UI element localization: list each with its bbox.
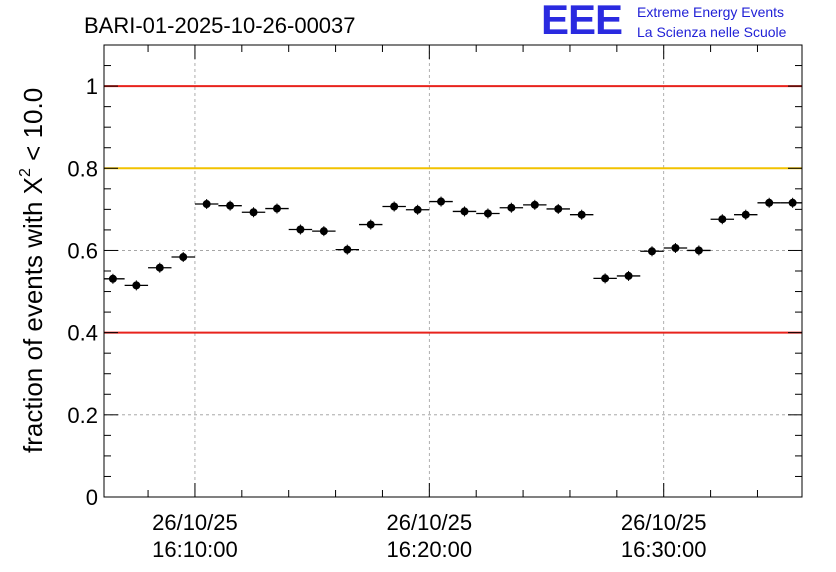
eee-logo-letters: EEE [541,0,623,43]
y-tick-label: 0 [86,485,98,510]
data-point [788,198,797,207]
data-point [413,205,422,214]
axis-ticks [104,44,802,498]
data-point [272,204,281,213]
x-tick-label-time: 16:30:00 [621,537,707,562]
data-point [437,197,446,206]
chart-title: BARI-01-2025-10-26-00037 [84,13,356,38]
plot-frame [103,44,803,498]
data-point [741,210,750,219]
x-tick-label-date: 26/10/25 [152,510,238,535]
data-point [671,243,680,252]
y-tick-labels: 0 0.2 0.4 0.6 0.8 1 [67,74,98,510]
data-point [343,245,352,254]
x-tick-label-time: 16:20:00 [387,537,473,562]
y-tick-label: 0.8 [67,156,98,181]
y-tick-label: 0.2 [67,403,98,428]
data-point [647,247,656,256]
y-tick-label: 0.4 [67,321,98,346]
data-point [530,200,539,209]
x-tick-label-date: 26/10/25 [621,510,707,535]
data-point [132,281,141,290]
eee-logo: EEE Extreme Energy Events La Scienza nel… [541,0,831,46]
data-point [296,225,305,234]
y-axis-label-tail: < 10.0 [18,88,48,168]
y-axis-label-main: fraction of events with X [18,177,48,453]
data-point [366,220,375,229]
data-point [108,274,117,283]
data-points [104,196,802,291]
data-point [319,227,328,236]
data-point [765,198,774,207]
data-point [694,246,703,255]
reference-lines [104,85,802,334]
data-point [179,253,188,262]
y-axis-label-sup: 2 [17,168,34,177]
data-point [155,263,164,272]
data-point [718,215,727,224]
data-point [460,207,469,216]
data-point [577,210,586,219]
x-tick-label-date: 26/10/25 [387,510,473,535]
gridlines [104,45,802,497]
data-point [390,202,399,211]
logo-text-line1: Extreme Energy Events [637,4,785,20]
data-point [249,208,258,217]
data-point [226,201,235,210]
y-tick-label: 1 [86,74,98,99]
x-tick-labels: 26/10/2516:10:0026/10/2516:20:0026/10/25… [152,510,706,562]
data-point [624,271,633,280]
y-tick-label: 0.6 [67,238,98,263]
data-point [507,203,516,212]
data-point [483,209,492,218]
logo-text-line2: La Scienza nelle Scuole [637,24,787,40]
data-point [202,200,211,209]
data-point [554,204,563,213]
x-tick-label-time: 16:10:00 [152,537,238,562]
data-point [601,274,610,283]
y-axis-label: fraction of events with X2 < 10.0 [17,88,48,453]
